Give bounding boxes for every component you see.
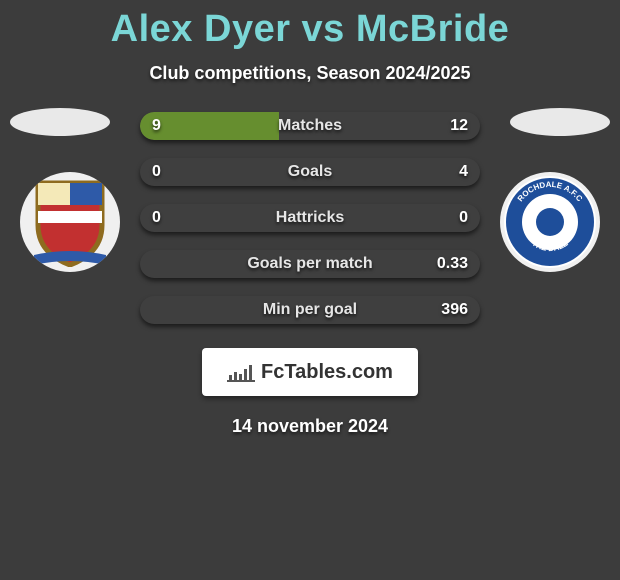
left-ellipse: [10, 108, 110, 136]
stat-value-right: 4: [459, 158, 468, 186]
stat-row: 0 4 Goals: [140, 158, 480, 186]
rochdale-crest-icon: ROCHDALE A.F.C THE DALE: [503, 175, 597, 269]
brand-text: FcTables.com: [261, 361, 393, 384]
stat-rows: 9 12 Matches 0 4 Goals 0 0 Hattricks 0.33 Goals pe…: [140, 112, 480, 324]
date-text: 14 november 2024: [0, 416, 620, 437]
stat-value-right: 12: [450, 112, 468, 140]
stat-value-left: 9: [152, 112, 161, 140]
right-ellipse: [510, 108, 610, 136]
page-title: Alex Dyer vs McBride: [0, 0, 620, 51]
stat-label: Hattricks: [276, 204, 344, 232]
stat-value-right: 0.33: [437, 250, 468, 278]
stat-value-right: 0: [459, 204, 468, 232]
stat-value-left: 0: [152, 204, 161, 232]
right-team-crest: ROCHDALE A.F.C THE DALE: [500, 172, 600, 272]
stat-row: 0.33 Goals per match: [140, 250, 480, 278]
stat-value-left: 0: [152, 158, 161, 186]
stat-row: 0 0 Hattricks: [140, 204, 480, 232]
stat-label: Matches: [278, 112, 342, 140]
bar-chart-icon: [227, 361, 255, 383]
brand-chip: FcTables.com: [202, 348, 418, 396]
page-subtitle: Club competitions, Season 2024/2025: [0, 63, 620, 84]
wealdstone-crest-icon: [28, 177, 112, 267]
stat-label: Goals per match: [247, 250, 372, 278]
stat-row: 9 12 Matches: [140, 112, 480, 140]
stat-row: 396 Min per goal: [140, 296, 480, 324]
stat-label: Goals: [288, 158, 332, 186]
stat-value-right: 396: [441, 296, 468, 324]
stat-label: Min per goal: [263, 296, 357, 324]
left-team-crest: [20, 172, 120, 272]
comparison-stage: ROCHDALE A.F.C THE DALE 9 12 Matches 0 4 Goal…: [0, 112, 620, 324]
